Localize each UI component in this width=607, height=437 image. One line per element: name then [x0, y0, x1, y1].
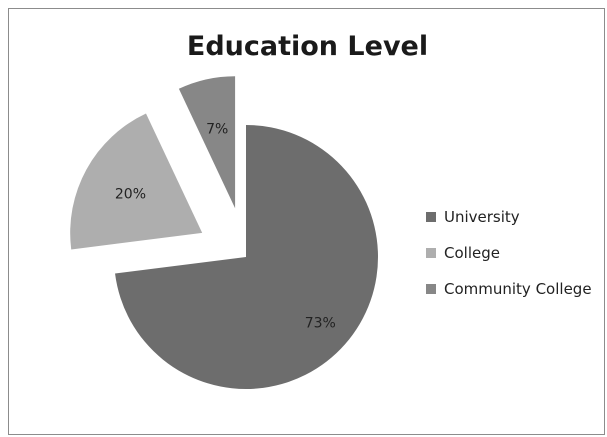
slice-label-community-college: 7% [206, 121, 228, 137]
legend-label-community-college: Community College [444, 280, 592, 298]
pie-slice-university [115, 125, 378, 389]
pie-slice-college [70, 113, 203, 250]
chart-title: Education Level [186, 31, 429, 62]
slice-label-college: 20% [115, 186, 146, 202]
pie-slice-community-college [178, 76, 236, 209]
chart-frame: Education Level 73% 20% 7% University Coll… [8, 8, 605, 435]
legend-item-community-college: Community College [426, 271, 592, 307]
legend-label-college: College [444, 244, 500, 262]
slice-label-university: 73% [305, 315, 336, 331]
legend-swatch-college [426, 248, 436, 258]
chart-legend: University College Community College [426, 199, 592, 307]
pie-chart: 73% 20% 7% [70, 76, 378, 389]
legend-swatch-community-college [426, 284, 436, 294]
legend-swatch-university [426, 212, 436, 222]
legend-label-university: University [444, 208, 520, 226]
legend-item-college: College [426, 235, 592, 271]
legend-item-university: University [426, 199, 592, 235]
